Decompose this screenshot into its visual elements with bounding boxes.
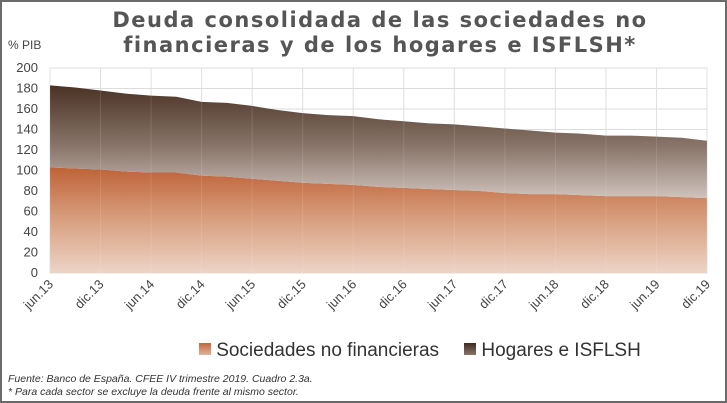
x-tick-label: dic.14 bbox=[173, 277, 208, 312]
x-tick-label: jun.19 bbox=[626, 277, 662, 313]
x-tick-label: dic.17 bbox=[476, 277, 511, 312]
source-text: Fuente: Banco de España. CFEE IV trimest… bbox=[8, 373, 313, 385]
legend-swatch bbox=[464, 343, 477, 355]
legend-item-hogares: Hogares e ISFLSH bbox=[464, 340, 641, 361]
x-tick-label: dic.15 bbox=[274, 277, 309, 312]
y-tick-label: 40 bbox=[24, 224, 38, 239]
x-tick-label: jun.17 bbox=[424, 277, 460, 313]
x-tick-label: jun.13 bbox=[20, 277, 56, 313]
x-tick-label: dic.19 bbox=[678, 277, 713, 312]
area-chart: 0 20 40 60 80 100 120 140 160 180 200 jun.13 dic.13… bbox=[16, 60, 713, 313]
x-tick-label: jun.14 bbox=[121, 277, 157, 313]
y-tick-label: 60 bbox=[24, 204, 38, 219]
legend-label: Sociedades no financieras bbox=[216, 340, 440, 361]
y-tick-label: 20 bbox=[24, 245, 38, 260]
legend: Sociedades no financieras Hogares e ISFL… bbox=[140, 340, 700, 362]
x-tick-label: dic.13 bbox=[72, 277, 107, 312]
x-tick-label: dic.18 bbox=[577, 277, 612, 312]
source-note: Fuente: Banco de España. CFEE IV trimest… bbox=[8, 373, 313, 399]
legend-swatch bbox=[199, 343, 212, 355]
legend-label: Hogares e ISFLSH bbox=[481, 340, 641, 361]
y-tick-label: 160 bbox=[16, 101, 38, 116]
chart-title: Deuda consolidada de las sociedades no f… bbox=[112, 8, 648, 57]
y-axis-label: % PIB bbox=[8, 38, 42, 52]
area-series-hogares bbox=[50, 85, 707, 199]
y-tick-label: 200 bbox=[16, 60, 38, 75]
y-tick-label: 180 bbox=[16, 81, 38, 96]
footnote-text: * Para cada sector se excluye la deuda f… bbox=[8, 386, 299, 398]
y-tick-label: 0 bbox=[31, 265, 38, 280]
x-tick-label: jun.16 bbox=[323, 277, 359, 313]
legend-item-sociedades: Sociedades no financieras bbox=[199, 340, 439, 361]
x-tick-label: jun.15 bbox=[222, 277, 258, 313]
y-tick-label: 120 bbox=[16, 142, 38, 157]
x-tick-label: jun.18 bbox=[525, 277, 561, 313]
x-tick-label: dic.16 bbox=[375, 277, 410, 312]
y-tick-label: 140 bbox=[16, 122, 38, 137]
area-series-sociedades bbox=[50, 167, 707, 273]
y-tick-label: 100 bbox=[16, 163, 38, 178]
y-tick-label: 80 bbox=[24, 183, 38, 198]
